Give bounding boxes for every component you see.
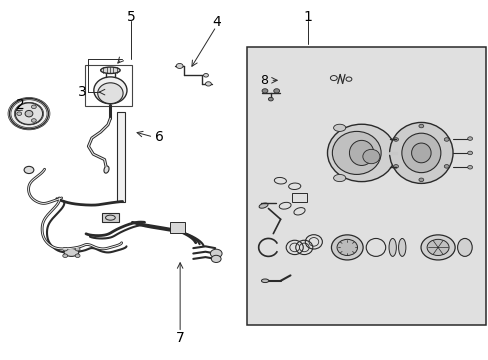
Text: 8: 8 [260,74,267,87]
Text: 6: 6 [154,130,163,144]
Ellipse shape [426,239,448,256]
Circle shape [62,247,67,251]
Ellipse shape [336,239,357,256]
Bar [117,112,125,202]
Ellipse shape [401,133,440,173]
Circle shape [268,97,273,101]
Ellipse shape [327,124,395,181]
Ellipse shape [398,238,405,256]
Text: 3: 3 [78,85,87,99]
Ellipse shape [457,238,471,256]
Circle shape [443,165,448,168]
Bar [246,47,485,325]
Ellipse shape [64,248,79,256]
Circle shape [418,178,423,181]
Circle shape [393,138,398,141]
Ellipse shape [98,83,123,104]
Ellipse shape [362,149,379,164]
Circle shape [17,112,21,116]
Circle shape [205,82,211,86]
Ellipse shape [15,103,42,125]
Text: 5: 5 [127,10,136,24]
Ellipse shape [333,124,345,131]
Ellipse shape [349,140,373,166]
Ellipse shape [411,143,430,163]
Circle shape [443,138,448,141]
Circle shape [211,255,221,262]
Ellipse shape [388,238,396,256]
Circle shape [210,249,222,258]
Text: 1: 1 [303,10,312,24]
Bar [84,65,132,107]
Ellipse shape [333,175,345,181]
Circle shape [203,73,208,77]
Bar [170,222,184,233]
Circle shape [31,119,36,122]
Ellipse shape [331,235,363,260]
Circle shape [31,105,36,109]
Ellipse shape [259,203,267,208]
Circle shape [467,137,471,140]
Circle shape [24,166,34,174]
Circle shape [262,89,267,93]
Bar [292,193,306,202]
Ellipse shape [101,67,120,73]
Circle shape [75,254,80,257]
Circle shape [467,166,471,169]
Text: 4: 4 [211,15,220,29]
Ellipse shape [25,111,33,117]
Circle shape [273,89,279,93]
Circle shape [62,254,67,257]
Circle shape [176,63,183,68]
Ellipse shape [332,131,380,175]
Circle shape [467,151,471,155]
Ellipse shape [389,122,452,183]
Ellipse shape [261,279,268,283]
Circle shape [393,165,398,168]
Bar [102,213,119,222]
Text: 2: 2 [16,98,24,112]
Ellipse shape [104,166,109,173]
Circle shape [418,124,423,128]
Text: 7: 7 [175,331,184,345]
Circle shape [75,247,80,251]
Ellipse shape [94,77,127,104]
Ellipse shape [9,98,48,129]
Ellipse shape [420,235,454,260]
